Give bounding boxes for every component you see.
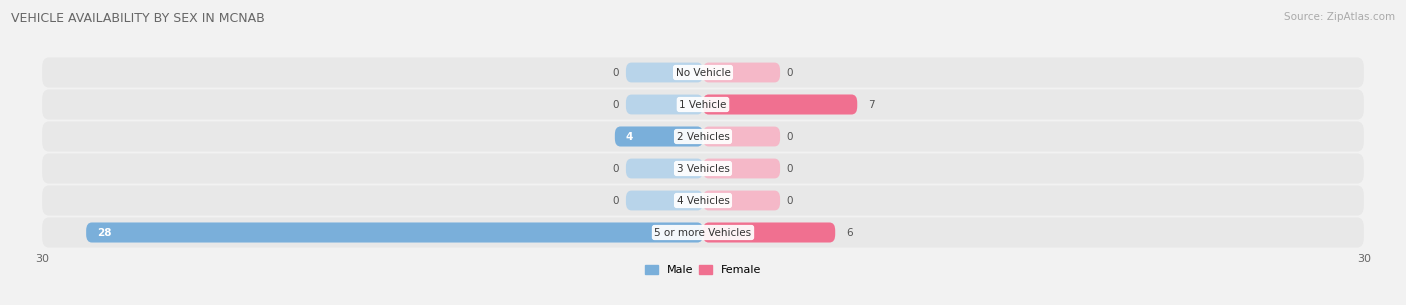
FancyBboxPatch shape	[86, 223, 703, 242]
Text: 3 Vehicles: 3 Vehicles	[676, 163, 730, 174]
Text: 0: 0	[613, 196, 619, 206]
Text: VEHICLE AVAILABILITY BY SEX IN MCNAB: VEHICLE AVAILABILITY BY SEX IN MCNAB	[11, 12, 264, 25]
FancyBboxPatch shape	[703, 95, 858, 114]
FancyBboxPatch shape	[626, 95, 703, 114]
Text: 4: 4	[626, 131, 633, 142]
FancyBboxPatch shape	[614, 127, 703, 146]
Text: 28: 28	[97, 228, 111, 238]
FancyBboxPatch shape	[703, 127, 780, 146]
FancyBboxPatch shape	[42, 121, 1364, 152]
Text: 0: 0	[787, 163, 793, 174]
FancyBboxPatch shape	[42, 153, 1364, 184]
Text: 2 Vehicles: 2 Vehicles	[676, 131, 730, 142]
FancyBboxPatch shape	[42, 89, 1364, 120]
Text: 0: 0	[613, 67, 619, 77]
Text: 7: 7	[868, 99, 875, 109]
FancyBboxPatch shape	[703, 191, 780, 210]
Text: No Vehicle: No Vehicle	[675, 67, 731, 77]
Text: 0: 0	[787, 196, 793, 206]
FancyBboxPatch shape	[703, 223, 835, 242]
Text: 0: 0	[613, 99, 619, 109]
Legend: Male, Female: Male, Female	[640, 260, 766, 280]
Text: Source: ZipAtlas.com: Source: ZipAtlas.com	[1284, 12, 1395, 22]
FancyBboxPatch shape	[703, 95, 858, 114]
FancyBboxPatch shape	[42, 185, 1364, 216]
Text: 6: 6	[846, 228, 853, 238]
FancyBboxPatch shape	[86, 223, 703, 242]
Text: 4 Vehicles: 4 Vehicles	[676, 196, 730, 206]
FancyBboxPatch shape	[626, 63, 703, 82]
FancyBboxPatch shape	[626, 191, 703, 210]
FancyBboxPatch shape	[614, 127, 703, 146]
FancyBboxPatch shape	[42, 217, 1364, 248]
Text: 0: 0	[787, 67, 793, 77]
Text: 5 or more Vehicles: 5 or more Vehicles	[654, 228, 752, 238]
FancyBboxPatch shape	[42, 57, 1364, 88]
FancyBboxPatch shape	[703, 63, 780, 82]
Text: 0: 0	[787, 131, 793, 142]
Text: 0: 0	[613, 163, 619, 174]
Text: 1 Vehicle: 1 Vehicle	[679, 99, 727, 109]
FancyBboxPatch shape	[626, 159, 703, 178]
FancyBboxPatch shape	[703, 159, 780, 178]
FancyBboxPatch shape	[703, 223, 835, 242]
